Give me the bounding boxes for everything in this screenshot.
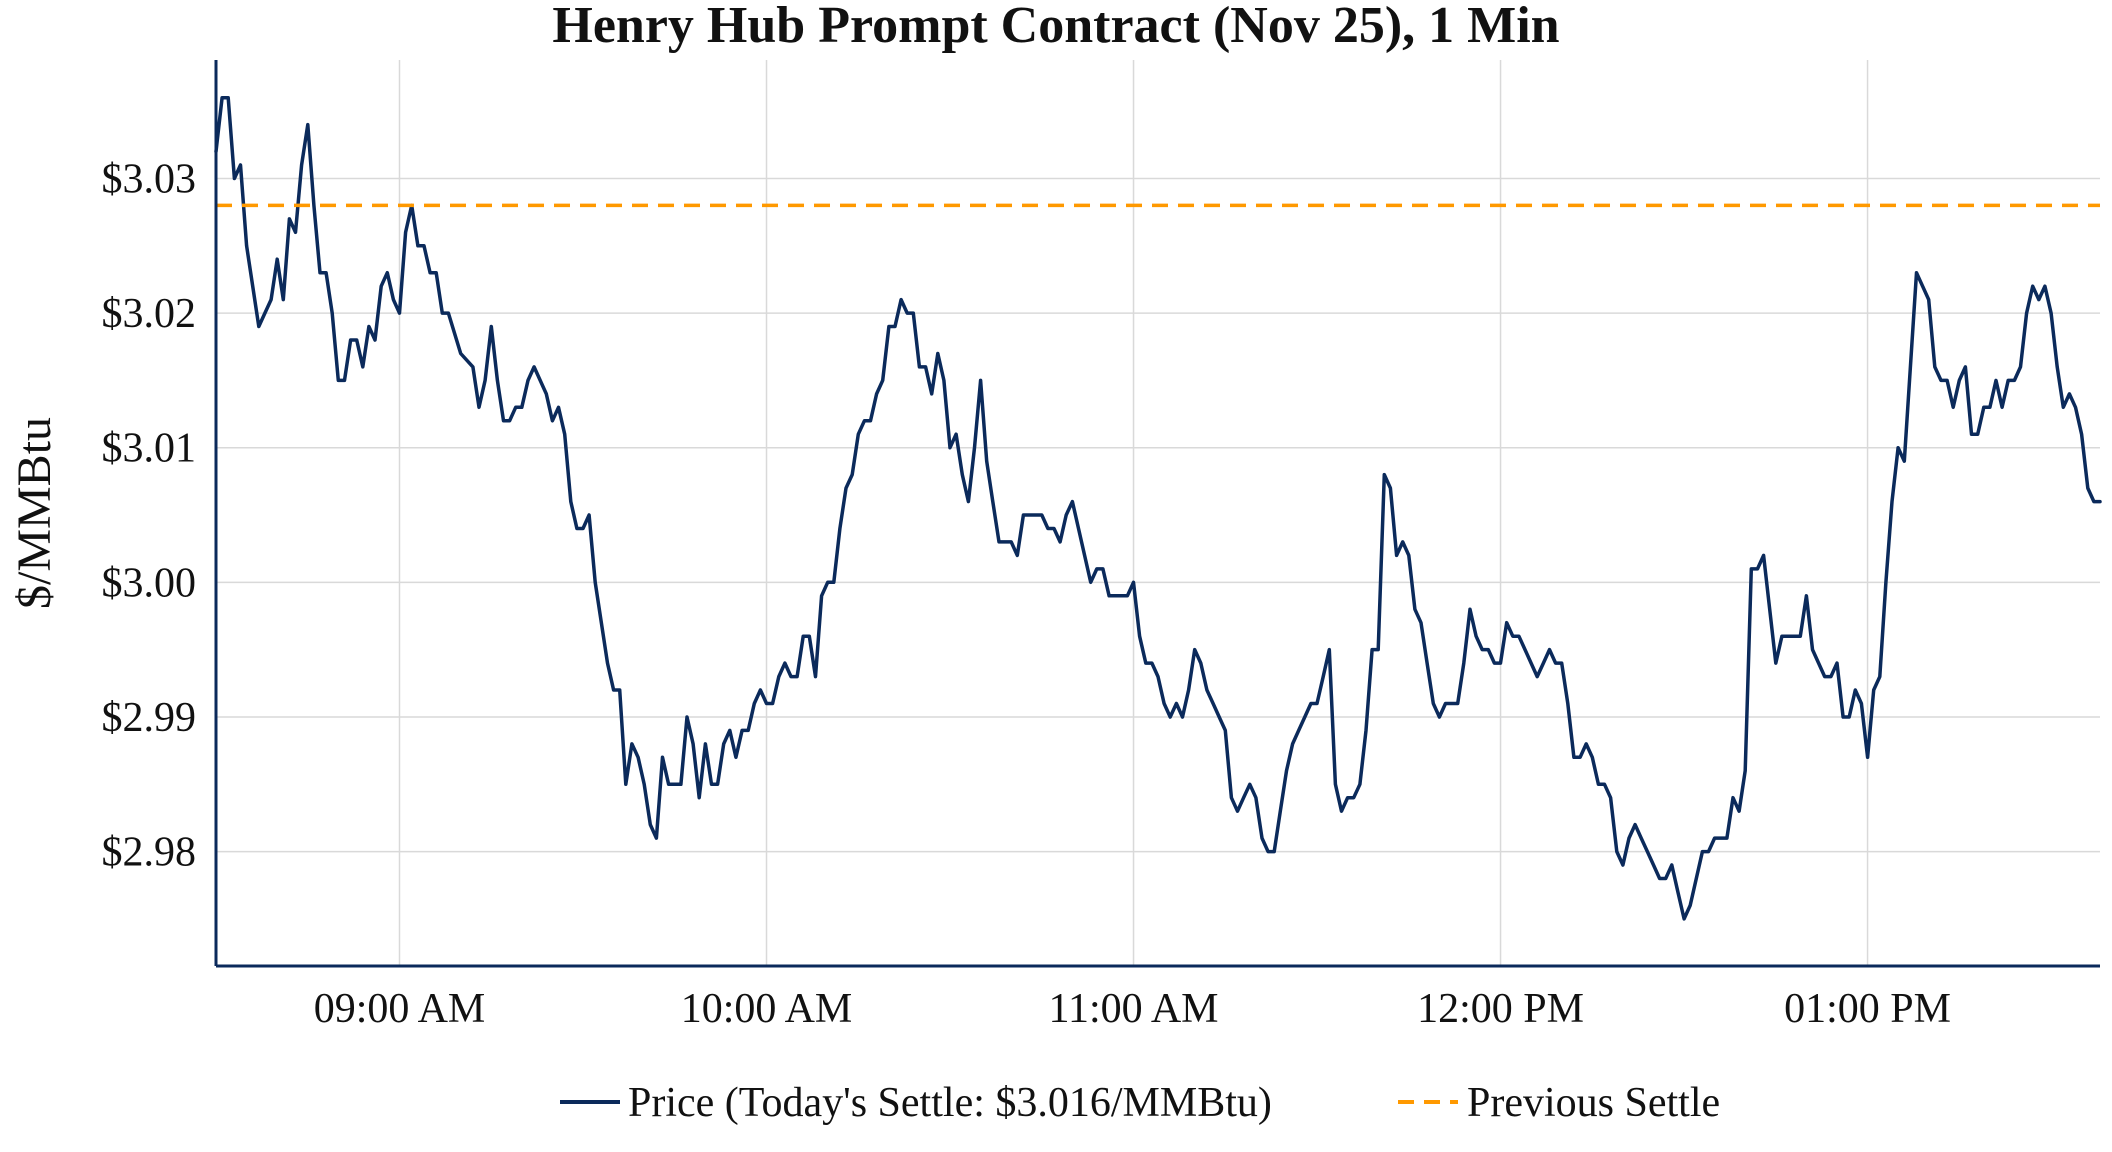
y-tick-label: $3.02: [102, 291, 197, 337]
y-tick-labels: $2.98 $2.99 $3.00 $3.01 $3.02 $3.03: [102, 156, 197, 875]
x-tick-label: 09:00 AM: [314, 986, 486, 1032]
series-layer: [214, 95, 2102, 921]
legend-item-price: Price (Today's Settle: $3.016/MMBtu): [560, 1080, 1272, 1126]
x-tick-label: 12:00 PM: [1417, 986, 1584, 1032]
y-tick-label: $2.99: [102, 695, 197, 741]
legend-label-previous-settle: Previous Settle: [1467, 1080, 1720, 1126]
x-gridlines: [398, 60, 1869, 966]
x-tick-label: 10:00 AM: [681, 986, 853, 1032]
y-tick-label: $2.98: [102, 830, 197, 876]
price-series-line: [214, 95, 2102, 921]
x-tick-label: 01:00 PM: [1784, 986, 1951, 1032]
y-gridlines: [216, 177, 2100, 853]
legend-item-previous-settle: Previous Settle: [1398, 1080, 1720, 1126]
y-tick-label: $3.00: [102, 560, 197, 606]
chart-title: Henry Hub Prompt Contract (Nov 25), 1 Mi…: [552, 0, 1559, 54]
y-axis-title: $/MMBtu: [8, 417, 61, 609]
y-tick-label: $3.03: [102, 156, 197, 202]
x-tick-label: 11:00 AM: [1049, 986, 1219, 1032]
y-tick-label: $3.01: [102, 426, 197, 472]
legend-label-price: Price (Today's Settle: $3.016/MMBtu): [628, 1080, 1272, 1126]
legend: Price (Today's Settle: $3.016/MMBtu) Pre…: [560, 1080, 1720, 1126]
x-tick-labels: 09:00 AM 10:00 AM 11:00 AM 12:00 PM 01:00 PM: [314, 986, 1951, 1032]
